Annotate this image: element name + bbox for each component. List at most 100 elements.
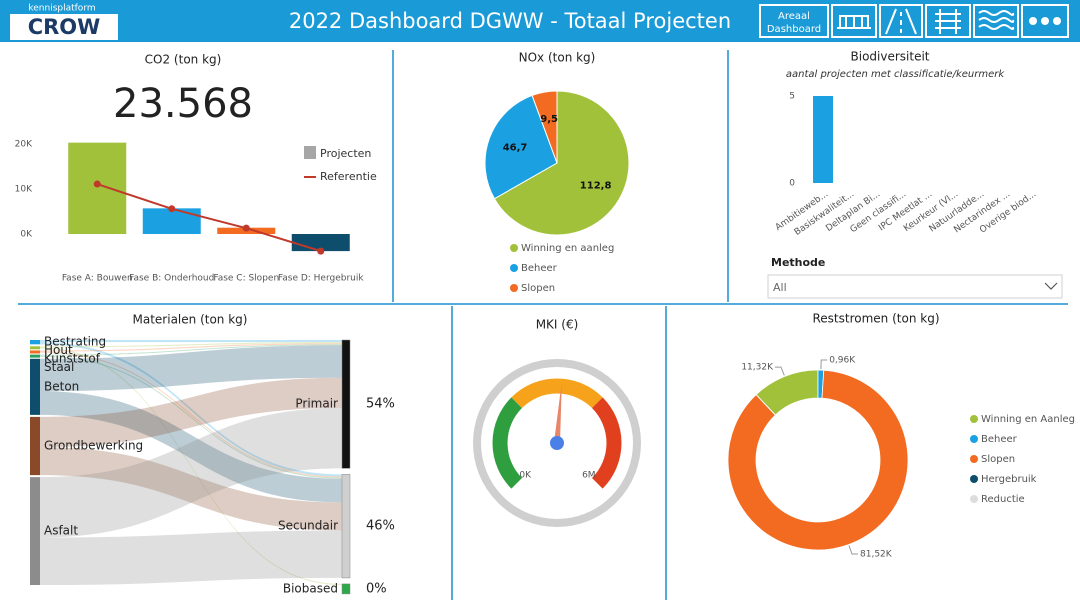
data-label: 81,52K — [860, 550, 893, 560]
sankey-node — [30, 477, 40, 585]
sankey-node — [30, 354, 40, 358]
gauge-label: 0K — [519, 470, 532, 480]
legend-label: Reductie — [981, 494, 1025, 505]
legend-label: Beheer — [521, 263, 558, 274]
chart-title: NOx (ton kg) — [519, 51, 596, 65]
nav-button[interactable] — [1021, 4, 1069, 38]
sankey-link — [40, 407, 342, 538]
legend-label: Projecten — [320, 147, 371, 160]
filter-label: Methode — [771, 256, 825, 269]
legend-swatch — [510, 264, 518, 272]
logo: CROW — [28, 15, 101, 39]
water-icon — [978, 10, 1015, 30]
sankey-node — [30, 416, 40, 476]
legend-label: Referentie — [320, 170, 377, 183]
y-tick-label: 20K — [15, 140, 33, 150]
source-label: Bestrating — [44, 335, 106, 349]
source-label: Beton — [44, 379, 79, 393]
donut-slice — [755, 394, 776, 416]
target-share: 54% — [366, 397, 395, 412]
bar — [68, 142, 127, 234]
sankey-link — [40, 340, 342, 343]
sankey-link — [40, 447, 342, 531]
source-label: Kunststof — [44, 352, 101, 366]
legend-swatch — [970, 435, 978, 443]
nav-label[interactable]: Areaal — [778, 11, 810, 22]
filter-dropdown[interactable] — [767, 274, 1063, 299]
dividers — [18, 50, 1068, 600]
sankey-link — [40, 344, 342, 356]
chart-title: Materialen (ton kg) — [133, 313, 248, 327]
sankey-node — [30, 340, 40, 345]
donut-slice — [727, 369, 909, 551]
sankey-link — [40, 351, 342, 478]
gauge-label: 6M — [582, 470, 596, 480]
bar — [813, 96, 833, 183]
y-tick-label: 10K — [15, 185, 33, 195]
gauge-needle — [554, 381, 562, 444]
dot — [1029, 17, 1037, 25]
header-title: 2022 Dashboard DGWW - Totaal Projecten — [289, 9, 731, 33]
sankey-link — [40, 343, 342, 352]
chart-title: Reststromen (ton kg) — [813, 312, 940, 326]
dropdown-chevron[interactable] — [1044, 282, 1058, 290]
line-point — [317, 247, 325, 255]
sankey-link — [40, 530, 342, 585]
nav-button[interactable] — [759, 4, 829, 38]
x-tick-label: Fase C: Slopen — [213, 274, 279, 284]
sankey-link — [40, 355, 342, 479]
gauge-band — [511, 378, 603, 409]
y-tick-label: 0K — [20, 230, 33, 240]
rail-icon — [935, 9, 961, 34]
pie-slice — [493, 90, 630, 236]
legend-label: Winning en Aanleg — [981, 414, 1075, 425]
nav-label[interactable]: Dashboard — [767, 24, 821, 35]
filter-value[interactable]: All — [773, 281, 787, 294]
legend-swatch — [510, 244, 518, 252]
legend-label: Winning en aanleg — [521, 243, 614, 254]
sankey-link — [40, 347, 342, 585]
gauge-ring — [473, 359, 641, 527]
sankey-link — [40, 342, 342, 348]
line-point — [168, 205, 176, 213]
legend-swatch — [970, 495, 978, 503]
sankey-node — [341, 583, 351, 595]
sankey-node — [30, 350, 40, 354]
leader-line — [820, 359, 828, 370]
legend-label: Hergebruik — [981, 474, 1037, 485]
nav-button[interactable] — [925, 4, 971, 38]
nav-button[interactable] — [879, 4, 923, 38]
y-tick-label: 5 — [789, 92, 795, 102]
sankey-node — [30, 358, 40, 415]
chart-title: MKI (€) — [536, 318, 579, 332]
x-tick-label: Fase B: Onderhoud — [129, 274, 214, 284]
sankey-node — [30, 346, 40, 350]
nav-button[interactable] — [831, 4, 877, 38]
legend-label: Slopen — [981, 454, 1015, 465]
nav-button[interactable] — [973, 4, 1019, 38]
data-label: 46,7 — [503, 143, 528, 154]
source-label: Staal — [44, 360, 74, 374]
target-share: 46% — [366, 519, 395, 534]
x-tick-label: Fase D: Hergebruik — [278, 274, 364, 284]
data-label: 0,96K — [829, 356, 856, 366]
dot — [1053, 17, 1061, 25]
kpi-value: 23.568 — [113, 81, 253, 127]
legend-swatch — [510, 284, 518, 292]
line — [96, 183, 322, 253]
logo-top: kennisplatform — [28, 4, 95, 14]
legend-swatch — [970, 455, 978, 463]
data-label: 112,8 — [580, 180, 612, 191]
nav — [759, 4, 1069, 38]
sankey-link — [40, 342, 342, 477]
pie-slice — [531, 90, 558, 164]
target-share: 0% — [366, 581, 387, 596]
road-icon — [885, 8, 917, 35]
source-label: Asfalt — [44, 524, 78, 538]
bar — [142, 208, 201, 234]
line-point — [93, 180, 101, 188]
leader-line — [848, 545, 859, 555]
sankey-node — [341, 339, 351, 469]
source-label: Hout — [44, 343, 73, 357]
